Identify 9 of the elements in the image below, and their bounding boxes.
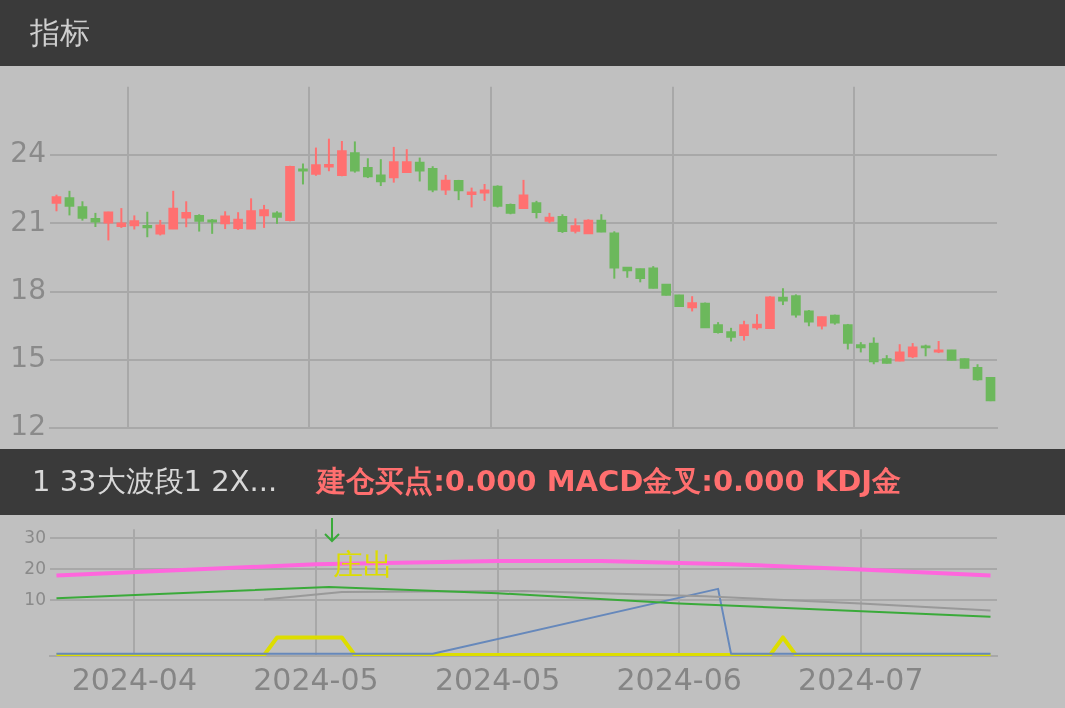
chart-title: 指标 (30, 13, 90, 52)
chart-subtitle: 建仓买点:0.000 MACD金叉:0.000 KDJ金 (317, 463, 902, 500)
x-tick-label: 2024-06 (616, 661, 742, 697)
x-tick-label: 2024-04 (71, 661, 197, 697)
x-tick-label: 2024-07 (798, 661, 924, 697)
chart-title: 1 33大波段1 2X... (32, 463, 278, 500)
annotation: 庄出 (332, 546, 393, 582)
x-tick-label: 2024-05 (253, 661, 379, 697)
x-tick-label: 2024-05 (434, 661, 561, 697)
